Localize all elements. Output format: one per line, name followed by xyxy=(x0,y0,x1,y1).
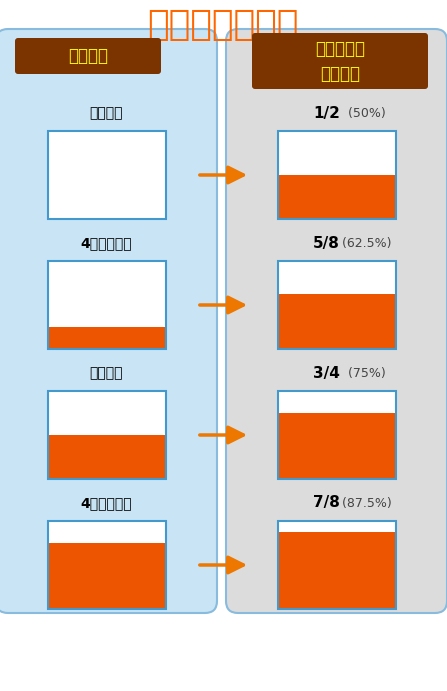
Text: 5/8: 5/8 xyxy=(313,236,340,251)
Bar xyxy=(47,521,165,609)
Bar xyxy=(47,391,165,479)
FancyBboxPatch shape xyxy=(226,29,447,613)
Bar xyxy=(278,261,396,349)
Text: 7/8: 7/8 xyxy=(313,495,340,511)
Bar xyxy=(278,175,396,219)
FancyBboxPatch shape xyxy=(252,33,428,89)
FancyBboxPatch shape xyxy=(15,38,161,74)
Text: 4分の１免除: 4分の１免除 xyxy=(81,496,132,510)
Bar xyxy=(47,391,165,479)
Text: 半分免除: 半分免除 xyxy=(90,366,123,380)
Text: 4分の３免除: 4分の３免除 xyxy=(81,236,132,250)
Text: (62.5%): (62.5%) xyxy=(338,236,391,249)
Bar xyxy=(47,435,165,479)
Text: (50%): (50%) xyxy=(344,106,385,120)
Bar xyxy=(278,391,396,479)
Bar xyxy=(278,131,396,219)
Bar xyxy=(278,261,396,349)
Text: 3/4: 3/4 xyxy=(313,366,340,381)
Bar xyxy=(47,261,165,349)
Bar xyxy=(47,521,165,609)
FancyBboxPatch shape xyxy=(0,29,217,613)
Bar xyxy=(47,131,165,219)
Bar xyxy=(278,532,396,609)
Bar xyxy=(278,521,396,609)
Text: (87.5%): (87.5%) xyxy=(337,497,392,509)
Text: 全額免除: 全額免除 xyxy=(90,106,123,120)
Bar xyxy=(278,521,396,609)
Bar xyxy=(47,327,165,349)
Text: 保険料免除制度: 保険料免除制度 xyxy=(148,8,299,42)
Text: 1/2: 1/2 xyxy=(313,106,340,120)
Text: (75%): (75%) xyxy=(344,366,385,379)
Text: 将来の年金
受取り額: 将来の年金 受取り額 xyxy=(315,39,365,82)
Text: 支払い額: 支払い額 xyxy=(68,47,108,65)
Bar xyxy=(47,543,165,609)
Bar xyxy=(278,413,396,479)
Bar xyxy=(278,294,396,349)
Bar xyxy=(47,131,165,219)
Bar xyxy=(278,391,396,479)
Bar xyxy=(278,131,396,219)
Bar xyxy=(47,261,165,349)
